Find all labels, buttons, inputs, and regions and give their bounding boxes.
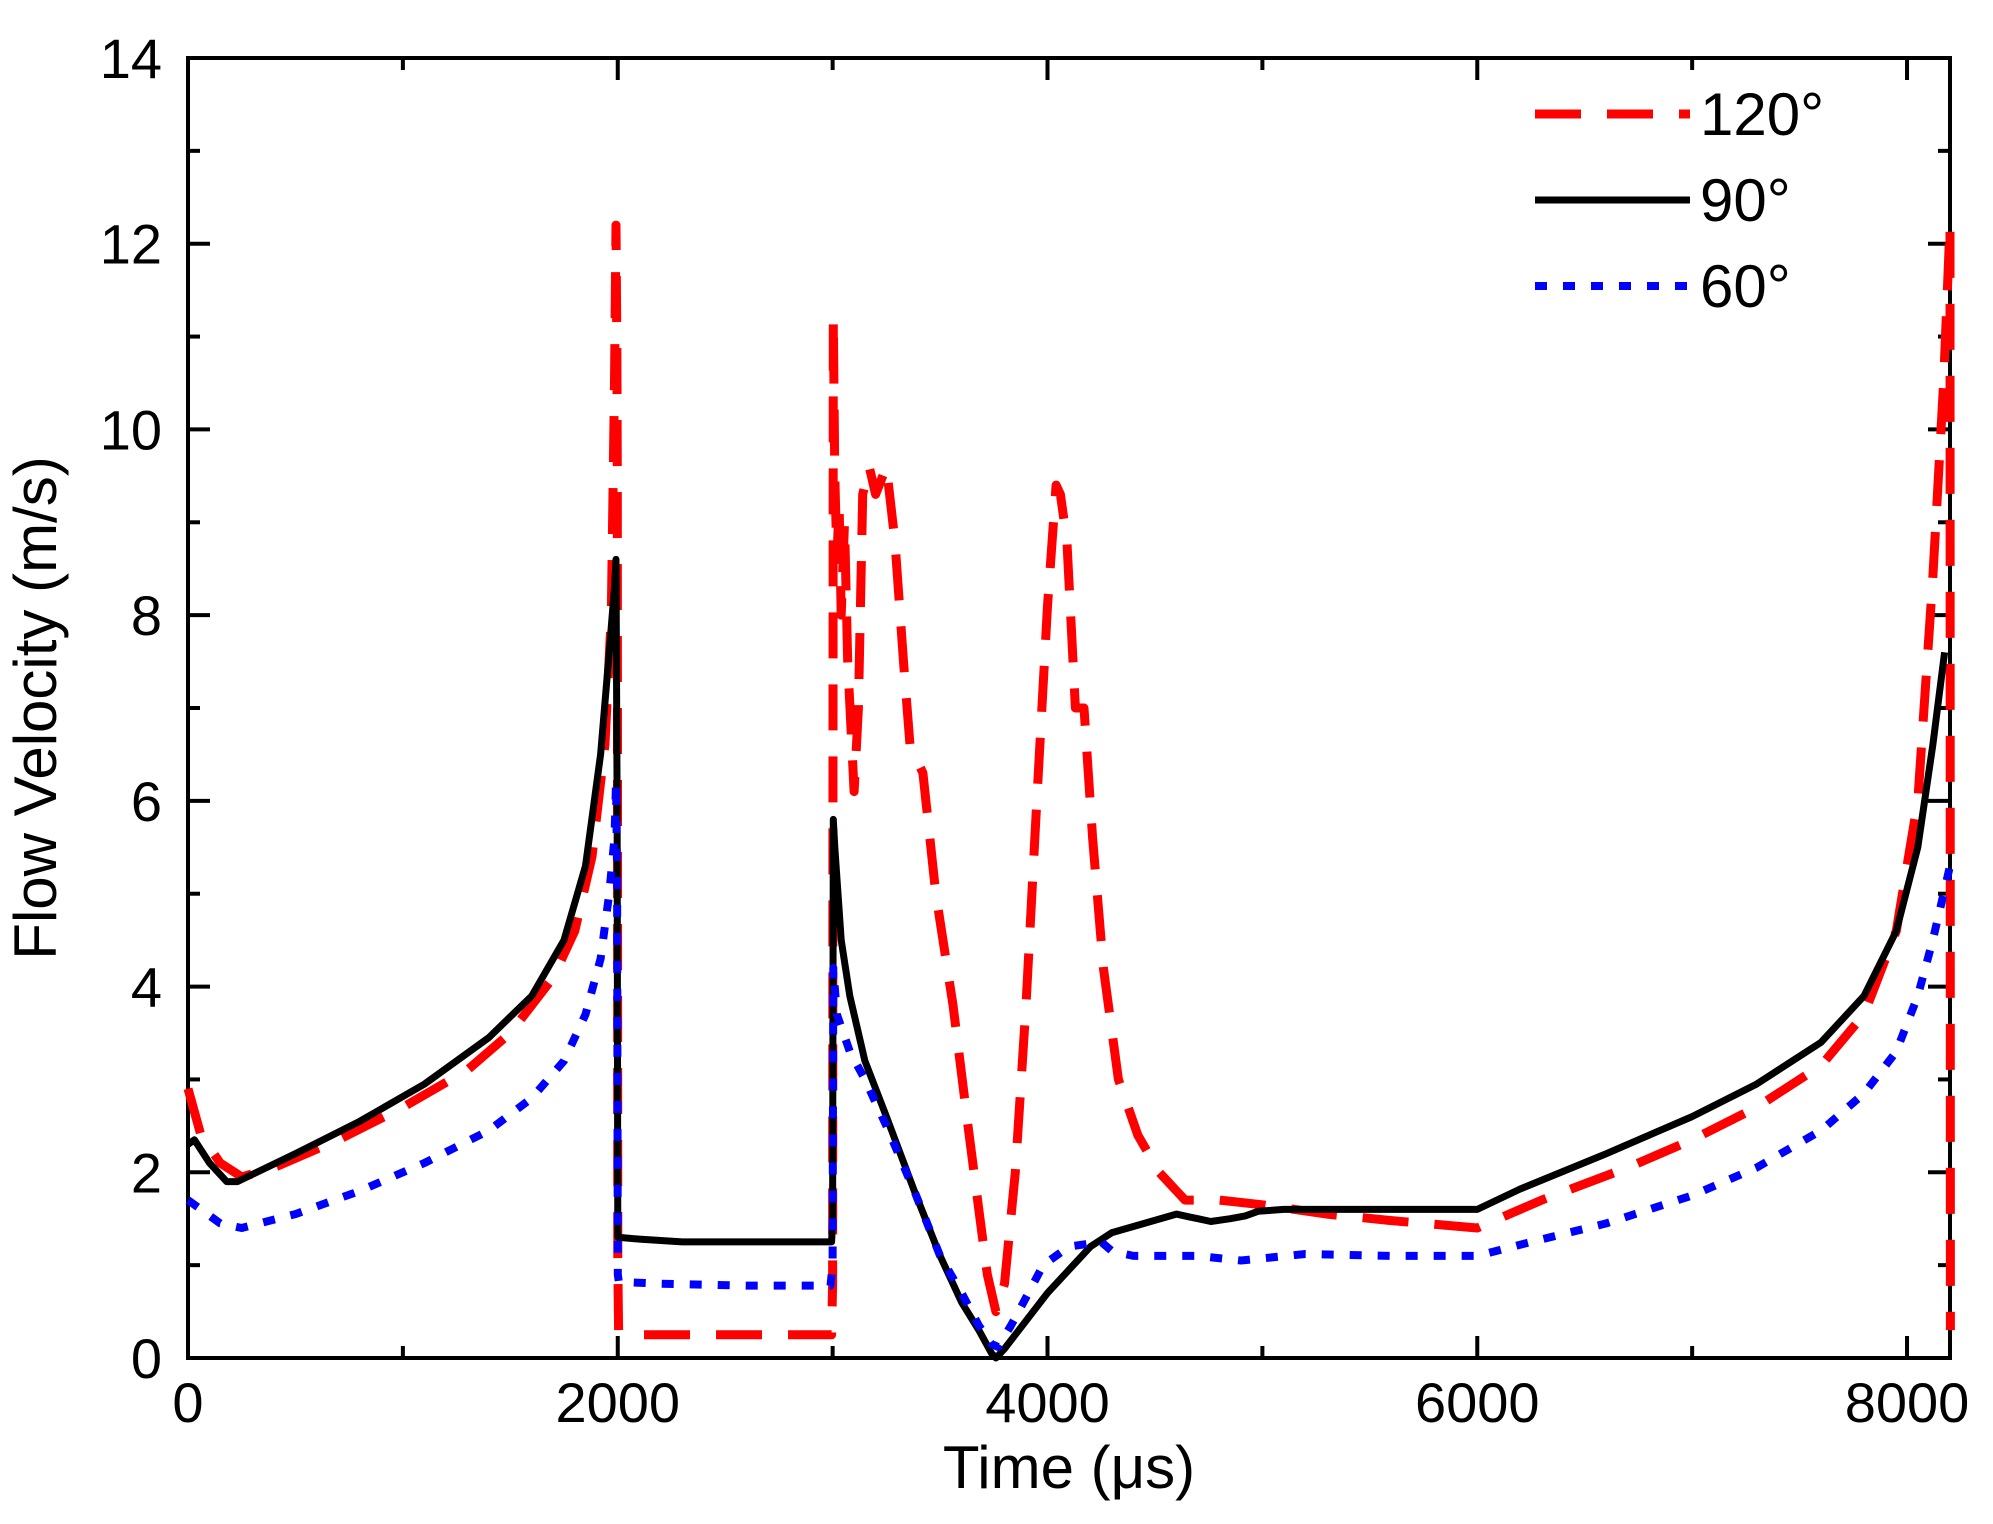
series-line-2 xyxy=(185,555,1949,1362)
legend-label-1: 120° xyxy=(1700,81,1824,148)
x-tick-label: 0 xyxy=(172,1371,203,1434)
y-tick-label: 6 xyxy=(131,770,162,833)
legend: 120° 90° 60° xyxy=(1535,81,1824,320)
legend-label-3: 60° xyxy=(1700,253,1791,320)
x-tick-label: 6000 xyxy=(1415,1371,1540,1434)
axes-frame xyxy=(186,56,1952,1360)
x-tick-label: 2000 xyxy=(555,1371,680,1434)
plot-series xyxy=(183,220,1955,1362)
tick-labels: 0 2 4 6 8 10 12 14 0 2000 4000 6000 8000 xyxy=(100,27,1970,1434)
series-line-1 xyxy=(183,220,1955,1340)
y-tick-label: 0 xyxy=(131,1327,162,1390)
y-tick-label: 4 xyxy=(131,956,162,1019)
axis-titles: Time (μs) Flow Velocity (m/s) xyxy=(2,456,1195,1501)
x-tick-label: 4000 xyxy=(985,1371,1110,1434)
x-axis-title: Time (μs) xyxy=(943,1434,1195,1501)
y-tick-label: 8 xyxy=(131,584,162,647)
series-line-3 xyxy=(185,778,1954,1351)
y-tick-label: 12 xyxy=(100,213,162,276)
y-axis-title: Flow Velocity (m/s) xyxy=(2,456,69,959)
y-tick-label: 10 xyxy=(100,398,162,461)
y-tick-label: 2 xyxy=(131,1141,162,1204)
x-tick-label: 8000 xyxy=(1845,1371,1970,1434)
legend-label-2: 90° xyxy=(1700,167,1791,234)
y-tick-label: 14 xyxy=(100,27,162,90)
plot-frame xyxy=(186,56,1952,1360)
